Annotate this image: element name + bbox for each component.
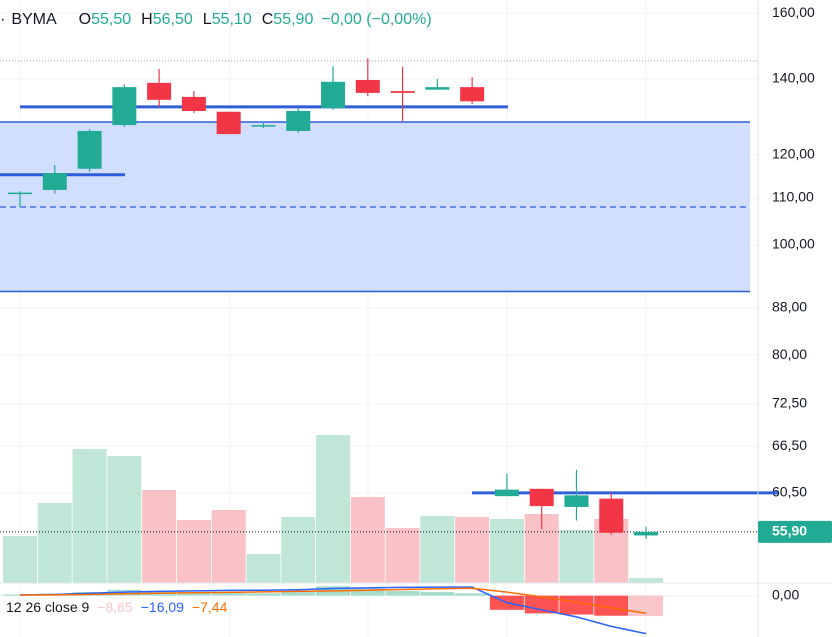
macd-histogram-bar xyxy=(559,595,594,615)
volume-bar xyxy=(350,497,385,583)
volume-bar xyxy=(420,516,455,583)
macd-legend-item: −7,44 xyxy=(192,599,228,615)
header-value: 55,50 xyxy=(91,11,131,28)
macd-tick-label: 0,00 xyxy=(772,586,799,602)
header-change: −0,00 (−0,00%) xyxy=(321,11,431,28)
macd-histogram-bar xyxy=(176,592,211,596)
volume-bar xyxy=(211,510,246,583)
macd-histogram-bar xyxy=(524,595,559,614)
y-tick-label: 110,00 xyxy=(772,189,814,205)
volume-bar xyxy=(629,578,664,583)
volume-bar xyxy=(37,503,72,583)
macd-histogram-bar xyxy=(211,592,246,596)
candle-body xyxy=(529,488,554,507)
candle-body xyxy=(460,87,485,102)
candle-body xyxy=(425,87,450,90)
y-tick-label: 160,00 xyxy=(772,4,815,20)
volume-bar xyxy=(455,517,490,583)
candle-body xyxy=(286,110,311,131)
header-key: L xyxy=(203,11,212,28)
macd-legend-item: 12 26 close 9 xyxy=(6,599,89,615)
volume-bar xyxy=(72,449,107,583)
volume-bar xyxy=(385,528,420,583)
volume-bar xyxy=(246,554,281,583)
candle-body xyxy=(564,495,589,507)
macd-histogram-bar xyxy=(281,592,316,596)
macd-histogram-bar xyxy=(629,595,664,617)
header-dot: · xyxy=(0,11,5,28)
candle-body xyxy=(42,173,67,190)
volume-bar xyxy=(316,435,351,583)
candle-body xyxy=(147,82,172,100)
macd-histogram-bar xyxy=(420,592,455,596)
macd-histogram-bar xyxy=(455,593,490,596)
header-value: 56,50 xyxy=(153,11,193,28)
candle-body xyxy=(599,498,624,533)
candle-body xyxy=(8,192,32,195)
volume-bar xyxy=(3,536,37,583)
candle-body xyxy=(355,80,380,93)
macd-histogram-bar xyxy=(246,593,281,596)
header-value: 55,90 xyxy=(273,11,313,28)
candle-body xyxy=(251,125,276,127)
y-tick-label: 60,50 xyxy=(772,484,807,500)
y-tick-label: 88,00 xyxy=(772,299,807,315)
y-tick-label: 100,00 xyxy=(772,236,815,252)
macd-histogram-bar xyxy=(350,588,385,596)
header-key: O xyxy=(79,11,91,28)
header-value: 55,10 xyxy=(212,11,252,28)
macd-signal-line xyxy=(19,587,647,614)
macd-legend-item: −16,09 xyxy=(141,599,184,615)
macd-legend-item: −8,65 xyxy=(97,599,133,615)
last-price-label: 55,90 xyxy=(772,523,807,539)
macd-macd-line xyxy=(19,586,647,635)
volume-bar xyxy=(107,456,142,583)
macd-legend: 12 26 close 9 −8,65 −16,09 −7,44 xyxy=(6,599,228,615)
volume-bar xyxy=(176,520,211,583)
header-key: C xyxy=(262,11,274,28)
y-tick-label: 72,50 xyxy=(772,394,807,410)
last-price-box xyxy=(758,520,832,543)
y-tick-label: 120,00 xyxy=(772,146,815,162)
candle-body xyxy=(634,531,659,536)
header-symbol: BYMA xyxy=(11,11,57,28)
candle-body xyxy=(321,81,346,108)
candle-body xyxy=(77,130,102,169)
volume-bar xyxy=(489,519,524,583)
y-tick-label: 140,00 xyxy=(772,70,815,86)
candle-body xyxy=(494,489,519,497)
candle-body xyxy=(181,96,206,111)
header-key: H xyxy=(141,11,153,28)
volume-bar xyxy=(281,517,316,583)
candle-body xyxy=(112,87,137,126)
macd-histogram-bar xyxy=(594,595,629,616)
volume-bar xyxy=(142,490,177,583)
macd-histogram-bar xyxy=(385,590,420,596)
volume-bar xyxy=(559,530,594,583)
y-tick-label: 80,00 xyxy=(772,346,807,362)
y-tick-label: 66,50 xyxy=(772,437,807,453)
candle-body xyxy=(216,111,241,135)
candle-body xyxy=(390,91,415,93)
header: · BYMA O55,50 H56,50 L55,10 C55,90 −0,00 (−0,0… xyxy=(0,11,432,28)
